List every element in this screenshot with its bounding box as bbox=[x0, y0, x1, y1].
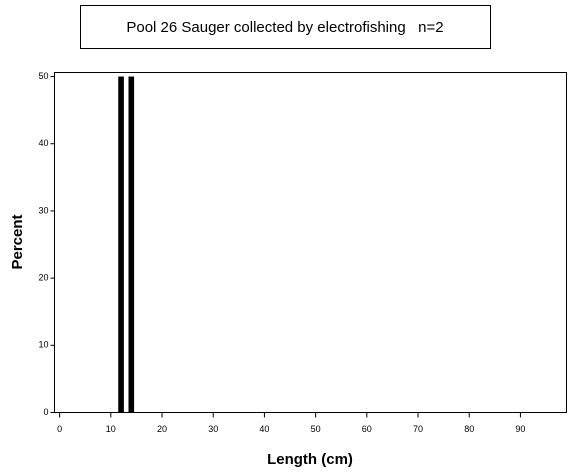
x-tick-label: 80 bbox=[464, 424, 474, 434]
bar bbox=[118, 76, 124, 413]
bar bbox=[128, 76, 135, 413]
y-tick-label: 40 bbox=[38, 138, 48, 148]
chart-title: Pool 26 Sauger collected by electrofishi… bbox=[126, 19, 443, 36]
y-tick-label: 30 bbox=[38, 205, 48, 215]
x-axis-label: Length (cm) bbox=[267, 451, 353, 468]
x-tick-label: 90 bbox=[515, 424, 525, 434]
x-tick-label: 0 bbox=[57, 424, 62, 434]
x-tick-label: 70 bbox=[413, 424, 423, 434]
y-tick-label: 50 bbox=[38, 71, 48, 81]
y-tick-label: 0 bbox=[43, 407, 48, 417]
y-tick-label: 10 bbox=[38, 340, 48, 350]
x-tick-label: 20 bbox=[157, 424, 167, 434]
x-tick-label: 60 bbox=[362, 424, 372, 434]
x-tick-label: 50 bbox=[311, 424, 321, 434]
plot-frame bbox=[54, 72, 567, 413]
x-tick-label: 40 bbox=[259, 424, 269, 434]
y-tick-label: 20 bbox=[38, 272, 48, 282]
title-box bbox=[80, 5, 491, 49]
y-axis-label: Percent bbox=[9, 214, 26, 269]
x-tick-label: 30 bbox=[208, 424, 218, 434]
x-tick-label: 10 bbox=[106, 424, 116, 434]
